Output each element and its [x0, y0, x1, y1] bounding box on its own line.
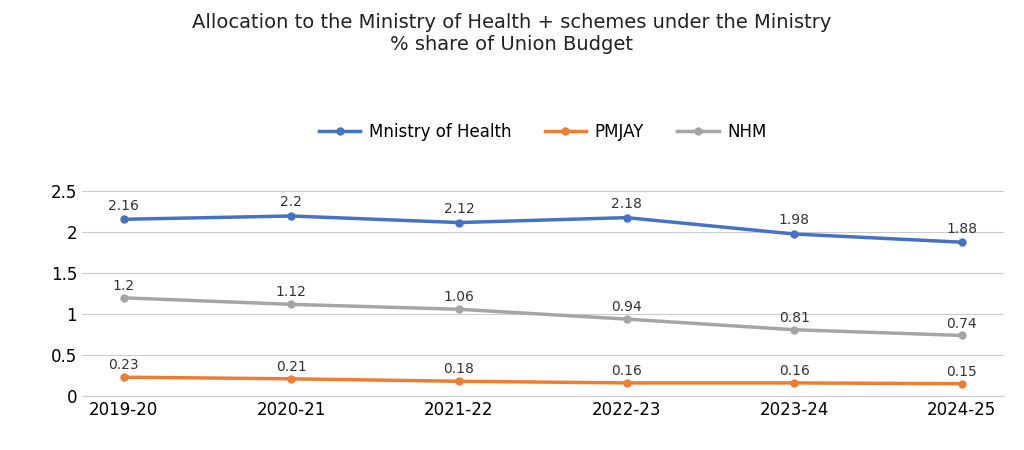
- Mnistry of Health: [787, 231, 800, 237]
- PMJAY: [118, 374, 130, 380]
- NHM: [286, 302, 298, 307]
- Text: 0.94: 0.94: [611, 300, 642, 314]
- Text: 0.74: 0.74: [946, 316, 977, 331]
- Text: 2.16: 2.16: [109, 199, 139, 213]
- Text: 1.06: 1.06: [443, 290, 474, 304]
- Text: 1.12: 1.12: [275, 285, 307, 299]
- Mnistry of Health: [118, 216, 130, 222]
- PMJAY: [955, 381, 968, 387]
- Text: 0.23: 0.23: [109, 358, 139, 372]
- NHM: [621, 316, 633, 322]
- Text: 0.81: 0.81: [778, 311, 810, 325]
- Text: 0.16: 0.16: [778, 364, 810, 378]
- PMJAY: [621, 380, 633, 386]
- Text: 2.18: 2.18: [611, 197, 642, 211]
- NHM: [955, 333, 968, 338]
- Line: Mnistry of Health: Mnistry of Health: [121, 212, 965, 246]
- Text: 0.15: 0.15: [946, 365, 977, 379]
- Text: 0.18: 0.18: [443, 362, 474, 376]
- Mnistry of Health: [955, 239, 968, 245]
- NHM: [118, 295, 130, 301]
- Mnistry of Health: [621, 215, 633, 220]
- Text: Allocation to the Ministry of Health + schemes under the Ministry
% share of Uni: Allocation to the Ministry of Health + s…: [193, 14, 831, 54]
- Mnistry of Health: [453, 220, 465, 225]
- Text: 0.16: 0.16: [611, 364, 642, 378]
- Text: 2.12: 2.12: [443, 202, 474, 216]
- NHM: [787, 327, 800, 333]
- Legend: Mnistry of Health, PMJAY, NHM: Mnistry of Health, PMJAY, NHM: [312, 117, 773, 148]
- PMJAY: [787, 380, 800, 386]
- Text: 1.98: 1.98: [778, 213, 810, 227]
- PMJAY: [453, 378, 465, 384]
- Text: 1.88: 1.88: [946, 222, 977, 236]
- Text: 2.2: 2.2: [281, 195, 302, 209]
- Text: 1.2: 1.2: [113, 279, 135, 293]
- Line: PMJAY: PMJAY: [121, 374, 965, 387]
- PMJAY: [286, 376, 298, 382]
- Text: 0.21: 0.21: [276, 360, 307, 374]
- Mnistry of Health: [286, 213, 298, 219]
- Line: NHM: NHM: [121, 294, 965, 339]
- NHM: [453, 306, 465, 312]
